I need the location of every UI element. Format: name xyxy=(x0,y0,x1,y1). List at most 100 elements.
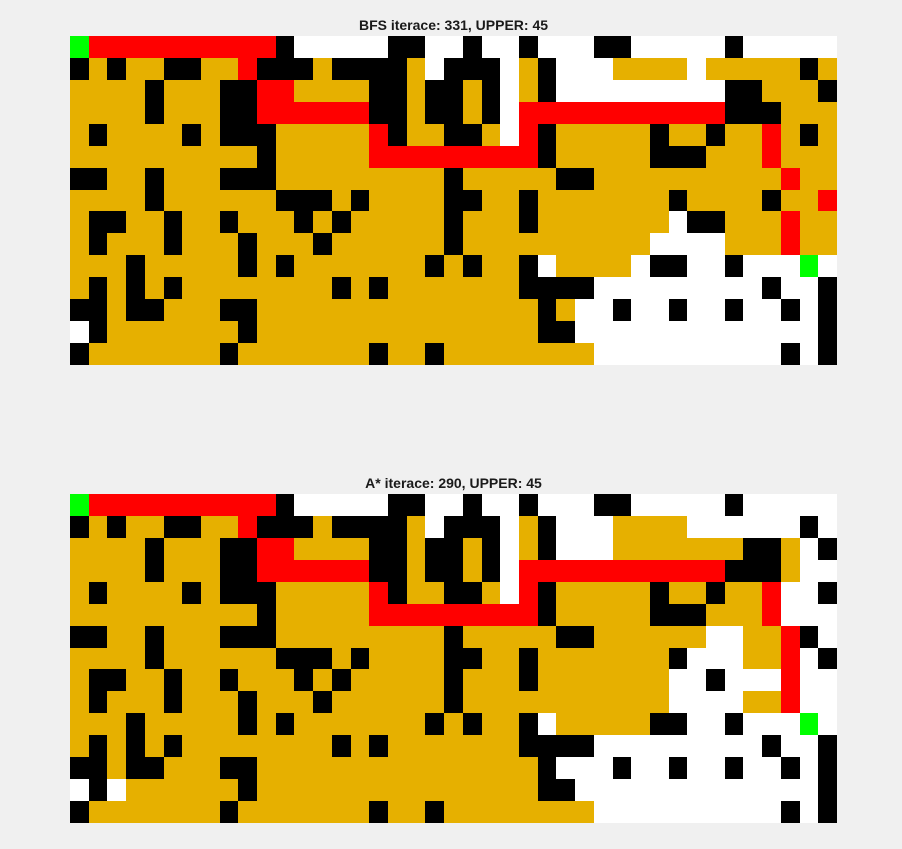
cell-white-r0-c39 xyxy=(800,494,818,516)
cell-visited-r5-c13 xyxy=(313,604,332,626)
cell-white-r3-c39 xyxy=(800,560,818,582)
cell-black-r0-c24 xyxy=(519,494,538,516)
cell-path-r2-c10 xyxy=(257,538,276,560)
cell-white-r9-c34 xyxy=(706,233,725,255)
cell-white-r0-c23 xyxy=(500,494,519,516)
cell-path-r3-c32 xyxy=(669,560,687,582)
cell-black-r11-c24 xyxy=(519,735,538,757)
cell-visited-r6-c39 xyxy=(800,168,818,190)
cell-white-r2-c27 xyxy=(575,80,594,102)
cell-visited-r8-c28 xyxy=(594,669,613,691)
cell-visited-r5-c9 xyxy=(238,604,257,626)
cell-white-r13-c36 xyxy=(743,321,762,343)
cell-white-r2-c29 xyxy=(613,80,631,102)
cell-visited-r1-c1 xyxy=(89,516,107,538)
cell-path-r0-c1 xyxy=(89,36,107,58)
cell-white-r11-c36 xyxy=(743,735,762,757)
cell-visited-r4-c32 xyxy=(669,124,687,146)
cell-white-r1-c28 xyxy=(594,516,613,538)
cell-path-r3-c31 xyxy=(650,560,669,582)
cell-path-r3-c11 xyxy=(276,102,294,124)
cell-black-r3-c4 xyxy=(145,102,164,124)
cell-path-r3-c26 xyxy=(556,102,575,124)
cell-path-r3-c13 xyxy=(313,560,332,582)
cell-black-r8-c14 xyxy=(332,211,351,233)
cell-path-r1-c9 xyxy=(238,516,257,538)
cell-visited-r14-c27 xyxy=(575,343,594,365)
cell-visited-r2-c21 xyxy=(463,80,482,102)
cell-black-r10-c19 xyxy=(425,255,444,277)
cell-visited-r9-c27 xyxy=(575,691,594,713)
cell-black-r5-c31 xyxy=(650,146,669,168)
cell-white-r13-c0 xyxy=(70,321,89,343)
cell-white-r14-c33 xyxy=(687,801,706,823)
cell-visited-r9-c4 xyxy=(145,691,164,713)
cell-visited-r12-c18 xyxy=(407,757,425,779)
cell-white-r9-c39 xyxy=(800,691,818,713)
cell-visited-r14-c7 xyxy=(201,801,220,823)
cell-black-r8-c34 xyxy=(706,211,725,233)
cell-visited-r4-c7 xyxy=(201,124,220,146)
cell-visited-r14-c2 xyxy=(107,801,126,823)
cell-visited-r9-c3 xyxy=(126,233,145,255)
cell-path-r0-c3 xyxy=(126,36,145,58)
cell-black-r8-c1 xyxy=(89,669,107,691)
cell-visited-r9-c28 xyxy=(594,233,613,255)
cell-visited-r6-c7 xyxy=(201,168,220,190)
cell-black-r4-c10 xyxy=(257,582,276,604)
cell-white-r11-c39 xyxy=(800,277,818,299)
cell-visited-r11-c2 xyxy=(107,735,126,757)
cell-visited-r14-c9 xyxy=(238,343,257,365)
cell-black-r10-c35 xyxy=(725,713,743,735)
cell-visited-r6-c28 xyxy=(594,626,613,648)
cell-visited-r4-c35 xyxy=(725,582,743,604)
cell-black-r11-c25 xyxy=(538,277,556,299)
cell-black-r7-c15 xyxy=(351,648,369,669)
cell-visited-r10-c4 xyxy=(145,255,164,277)
cell-black-r3-c36 xyxy=(743,560,762,582)
cell-visited-r1-c7 xyxy=(201,516,220,538)
cell-white-r2-c23 xyxy=(500,538,519,560)
cell-path-r6-c38 xyxy=(781,168,800,190)
cell-visited-r5-c30 xyxy=(631,146,650,168)
cell-visited-r5-c11 xyxy=(276,604,294,626)
cell-black-r3-c8 xyxy=(220,560,238,582)
cell-white-r11-c34 xyxy=(706,277,725,299)
cell-white-r13-c39 xyxy=(800,779,818,801)
cell-visited-r3-c0 xyxy=(70,560,89,582)
cell-visited-r6-c6 xyxy=(182,168,201,190)
cell-visited-r11-c23 xyxy=(500,277,519,299)
cell-visited-r14-c12 xyxy=(294,801,313,823)
cell-white-r12-c39 xyxy=(800,299,818,321)
cell-visited-r6-c3 xyxy=(126,626,145,648)
cell-path-r5-c20 xyxy=(444,604,463,626)
cell-white-r10-c25 xyxy=(538,255,556,277)
cell-black-r3-c17 xyxy=(388,560,407,582)
cell-visited-r3-c5 xyxy=(164,560,182,582)
cell-black-r0-c35 xyxy=(725,494,743,516)
cell-white-r0-c34 xyxy=(706,36,725,58)
cell-path-r3-c33 xyxy=(687,102,706,124)
cell-visited-r10-c30 xyxy=(631,713,650,735)
cell-black-r6-c8 xyxy=(220,626,238,648)
cell-visited-r7-c0 xyxy=(70,190,89,211)
cell-visited-r5-c13 xyxy=(313,146,332,168)
cell-visited-r14-c26 xyxy=(556,801,575,823)
cell-visited-r6-c12 xyxy=(294,168,313,190)
cell-visited-r6-c22 xyxy=(482,168,500,190)
cell-path-r4-c37 xyxy=(762,124,781,146)
cell-black-r13-c25 xyxy=(538,779,556,801)
cell-visited-r9-c23 xyxy=(500,691,519,713)
cell-visited-r10-c27 xyxy=(575,713,594,735)
cell-white-r0-c16 xyxy=(369,36,388,58)
cell-visited-r4-c11 xyxy=(276,124,294,146)
cell-visited-r4-c40 xyxy=(818,124,837,146)
cell-visited-r14-c22 xyxy=(482,801,500,823)
cell-white-r2-c23 xyxy=(500,80,519,102)
cell-visited-r10-c23 xyxy=(500,255,519,277)
cell-white-r14-c33 xyxy=(687,343,706,365)
cell-white-r1-c23 xyxy=(500,516,519,538)
cell-visited-r5-c1 xyxy=(89,146,107,168)
cell-black-r10-c24 xyxy=(519,255,538,277)
cell-visited-r4-c28 xyxy=(594,124,613,146)
